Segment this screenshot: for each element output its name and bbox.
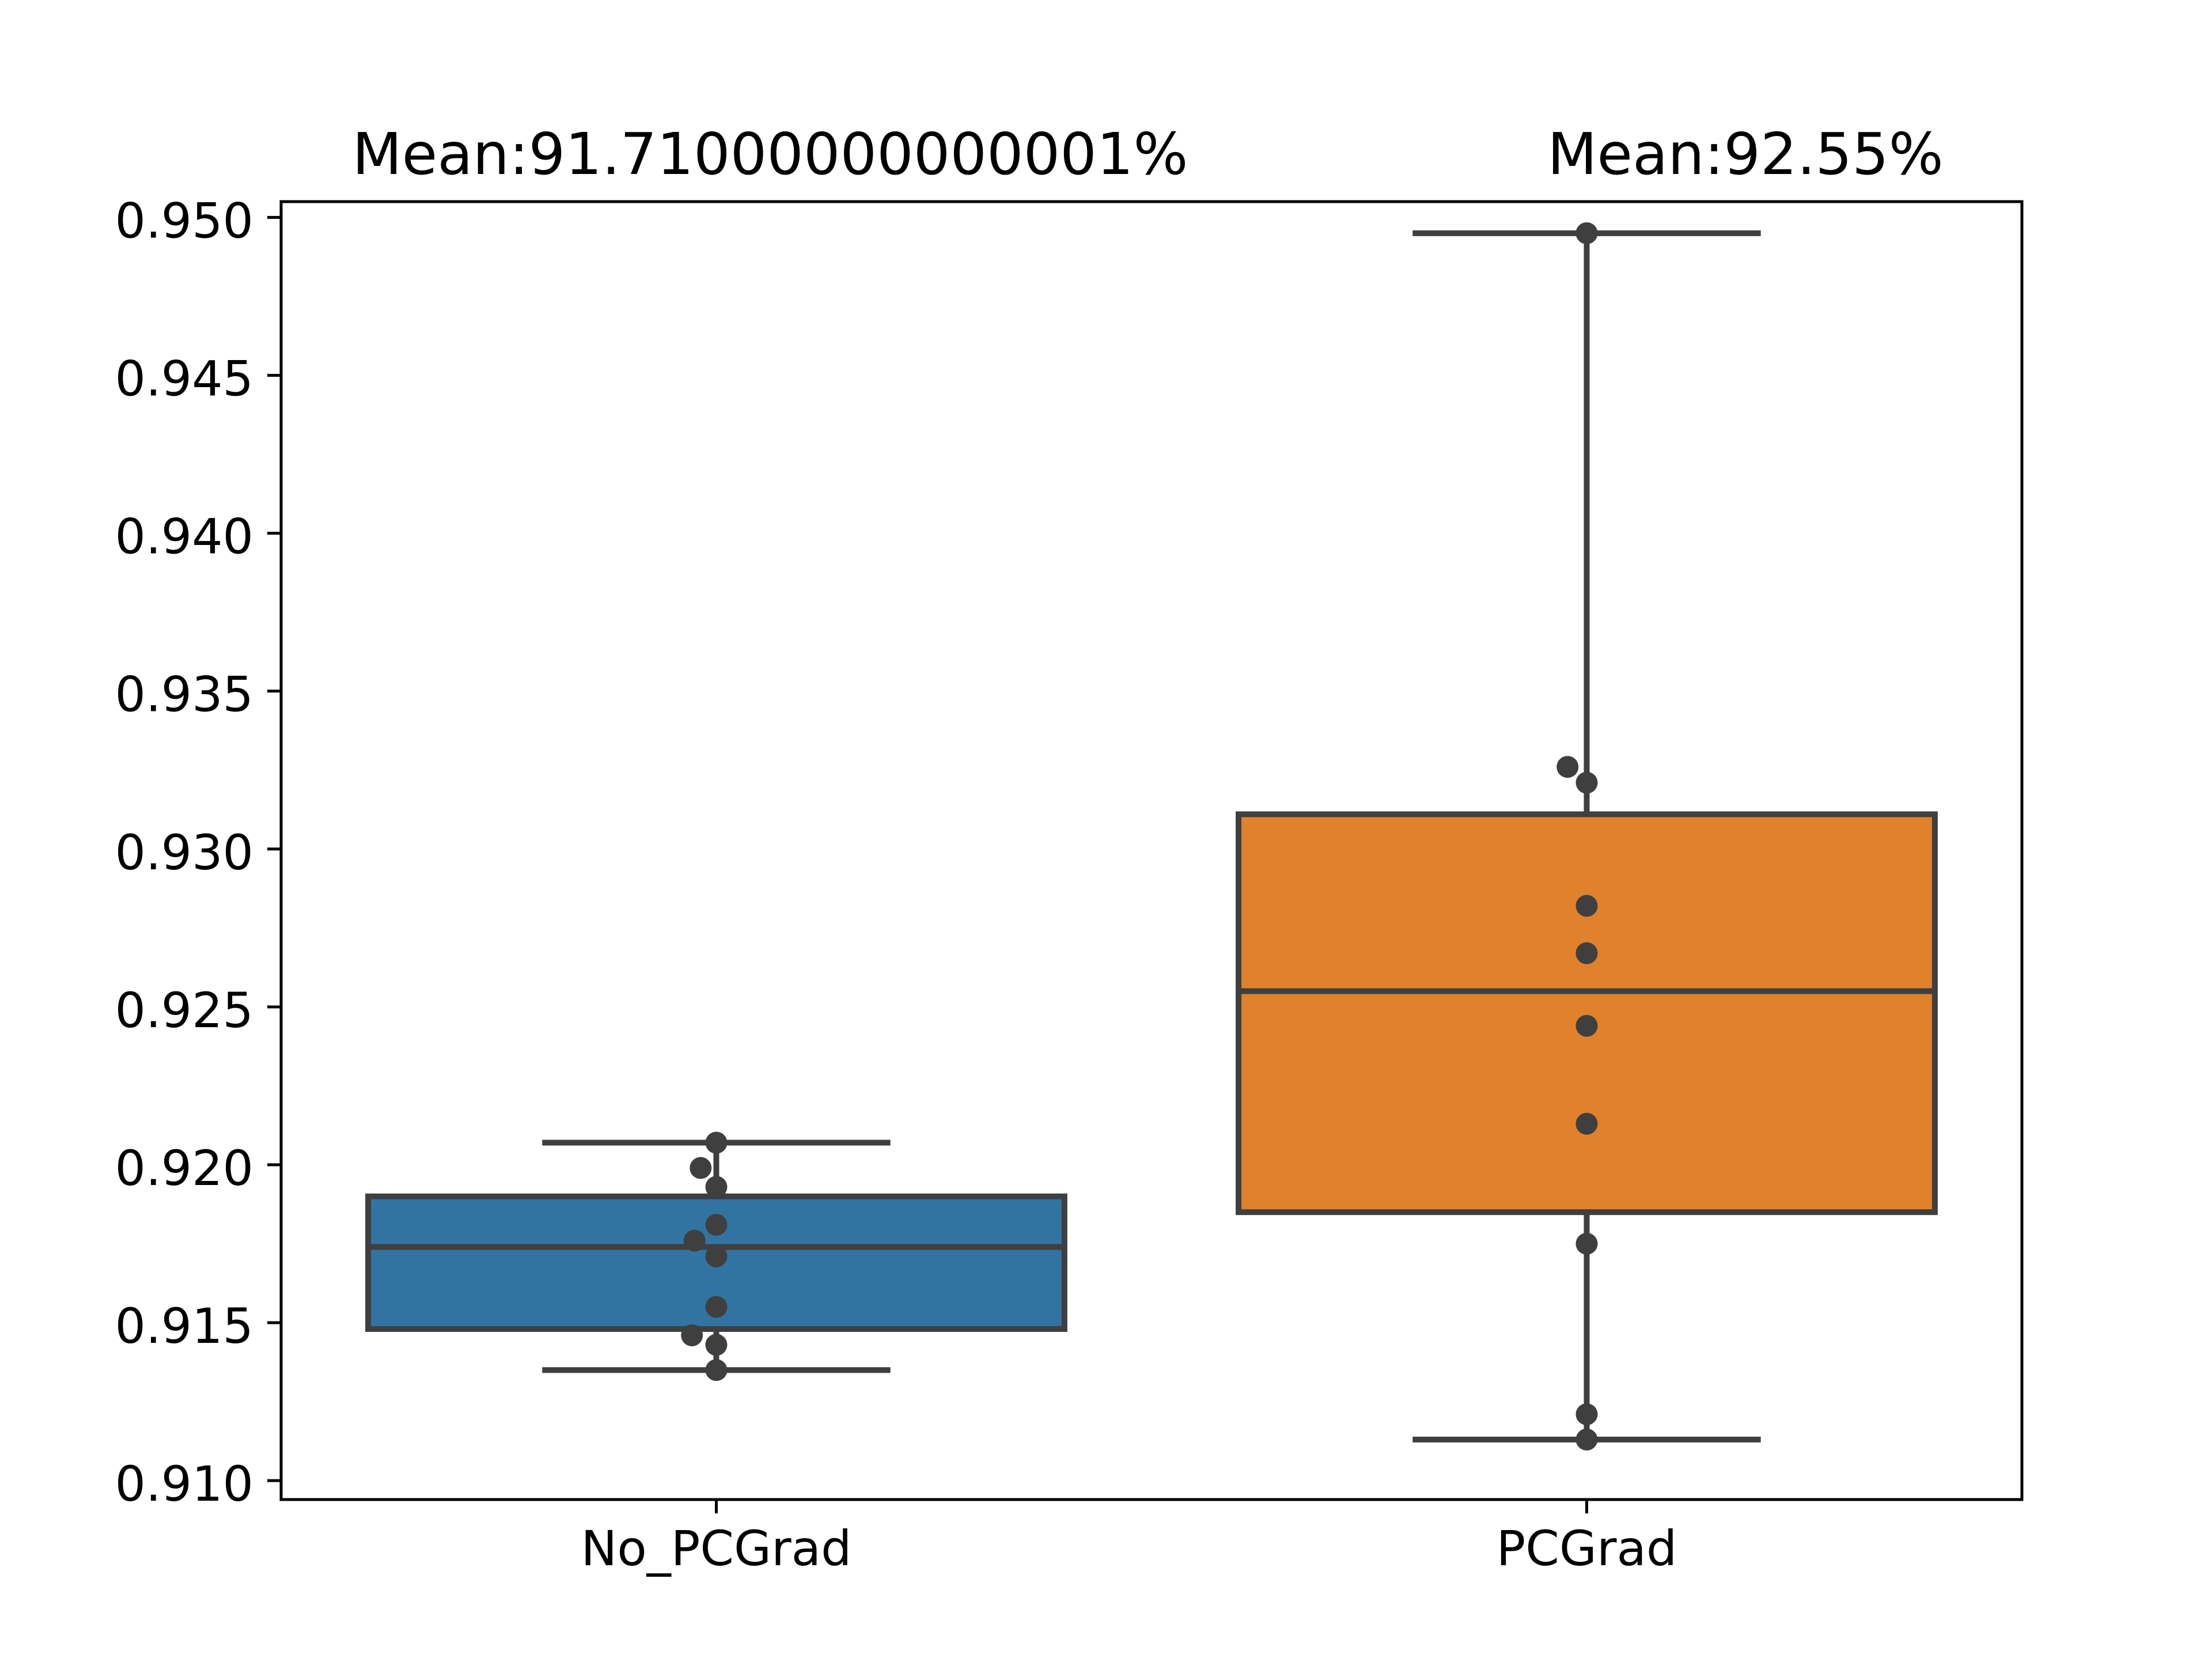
- data-point: [1575, 1112, 1598, 1135]
- data-point: [705, 1359, 728, 1381]
- axes: 0.910 0.915 0.920 0.925 0.930 0.935 0.940 0.945…: [115, 192, 2024, 1577]
- mean-labels: Mean:91.71000000000001% Mean:92.55%: [353, 120, 1944, 188]
- data-point: [1575, 222, 1598, 244]
- y-tick-label: 0.930: [115, 824, 253, 881]
- data-point: [705, 1296, 728, 1318]
- data-point: [1556, 756, 1579, 778]
- data-point: [1575, 1403, 1598, 1425]
- x-tick-label: No_PCGrad: [581, 1520, 852, 1577]
- plot-area: [365, 222, 1938, 1451]
- y-tick-label: 0.945: [115, 350, 253, 407]
- y-tick-label: 0.935: [115, 667, 253, 723]
- data-point: [1575, 1428, 1598, 1451]
- data-point: [705, 1334, 728, 1356]
- mean-label-no-pcgrad: Mean:91.71000000000001%: [353, 120, 1188, 188]
- y-tick-label: 0.915: [115, 1298, 253, 1354]
- data-point: [681, 1324, 703, 1346]
- y-tick-label: 0.940: [115, 509, 253, 565]
- box-group-no-pcgrad: [365, 1131, 1067, 1381]
- data-point: [1575, 1014, 1598, 1037]
- data-point: [690, 1157, 712, 1179]
- data-point: [705, 1176, 728, 1198]
- box-group-pcgrad: [1236, 222, 1938, 1451]
- mean-label-pcgrad: Mean:92.55%: [1547, 120, 1943, 188]
- box-iqr: [1236, 811, 1938, 1216]
- y-tick-label: 0.925: [115, 982, 253, 1039]
- y-tick-label: 0.910: [115, 1456, 253, 1512]
- data-point: [1575, 895, 1598, 917]
- plot-frame: [279, 200, 2024, 1501]
- data-point: [705, 1214, 728, 1236]
- x-tick-label: PCGrad: [1497, 1520, 1677, 1577]
- data-point: [705, 1131, 728, 1154]
- data-point: [1575, 771, 1598, 794]
- y-tick-label: 0.950: [115, 192, 253, 249]
- data-point: [1575, 942, 1598, 964]
- data-point: [683, 1229, 706, 1252]
- data-point: [705, 1245, 728, 1267]
- data-point: [1575, 1232, 1598, 1255]
- y-tick-label: 0.920: [115, 1140, 253, 1197]
